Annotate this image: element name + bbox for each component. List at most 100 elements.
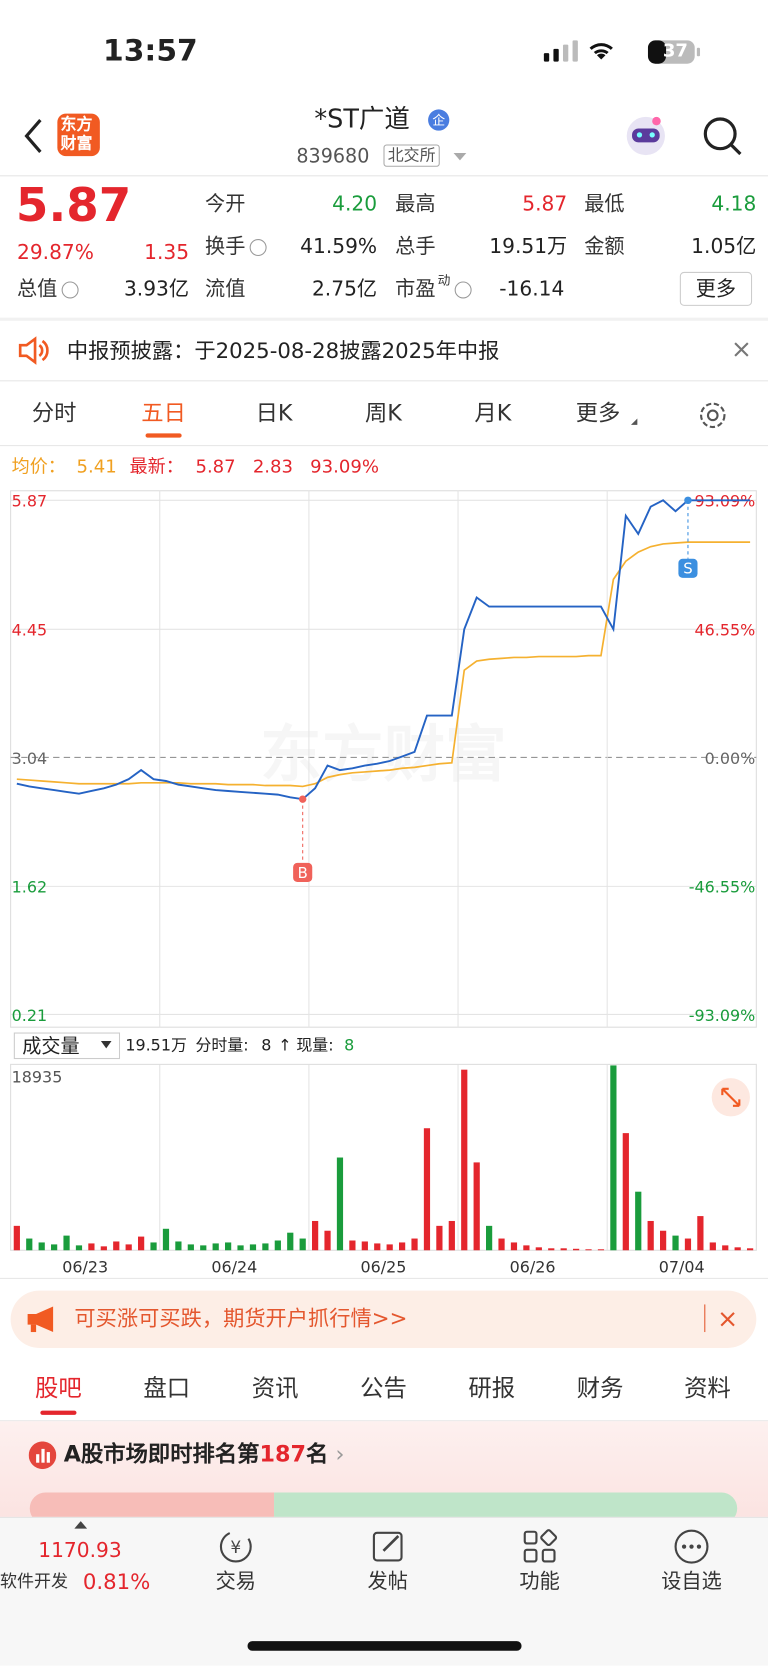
- volume-bar: [659, 1230, 667, 1251]
- volume-bar: [88, 1243, 95, 1251]
- search[interactable]: [701, 115, 743, 157]
- ad-text[interactable]: 可买涨可买跌，期货开户抓行情>>: [74, 1305, 408, 1331]
- logo-text: 东方: [60, 114, 93, 134]
- tab[interactable]: 分时: [31, 400, 77, 426]
- volume-bar: [212, 1243, 219, 1251]
- marker: [678, 558, 698, 578]
- divider: [0, 317, 768, 321]
- nav-icon[interactable]: [369, 1528, 407, 1566]
- settings[interactable]: [697, 399, 729, 431]
- volume-bar: [461, 1069, 468, 1251]
- index-pct[interactable]: 0.81%: [82, 1568, 151, 1595]
- volume-bar: [684, 1238, 692, 1251]
- volume-bar: [349, 1240, 356, 1251]
- nav-label[interactable]: 功能: [519, 1569, 560, 1594]
- info-icon: [454, 281, 472, 299]
- field-label: 总手: [395, 234, 436, 259]
- marker-label: S: [683, 560, 692, 578]
- last-change: 2.83: [252, 456, 294, 479]
- close[interactable]: [733, 341, 750, 358]
- tab[interactable]: 月K: [474, 400, 512, 426]
- index-sector[interactable]: 软件开发: [0, 1571, 68, 1592]
- field-label: 最高: [395, 192, 436, 216]
- volume-bar: [597, 1249, 605, 1251]
- status-icons: [543, 40, 701, 64]
- more-button[interactable]: 更多: [679, 271, 753, 306]
- volume-bar: [473, 1162, 480, 1251]
- battery: 37: [662, 40, 688, 62]
- change: 1.35: [144, 241, 190, 265]
- volume-bar: [113, 1241, 120, 1251]
- field-label: 换手: [205, 234, 246, 259]
- tab[interactable]: 日K: [255, 400, 293, 426]
- volume-bar: [63, 1235, 70, 1251]
- rank-prefix: A股市场即时排名第: [63, 1441, 260, 1467]
- field-value: 4.18: [711, 192, 757, 216]
- volume-bar: [299, 1238, 306, 1251]
- volume-bar: [75, 1245, 83, 1251]
- volume-bar: [448, 1220, 455, 1251]
- robot[interactable]: [622, 113, 669, 160]
- tab-underline: [145, 433, 182, 438]
- nav-icon[interactable]: ¥: [217, 1528, 255, 1566]
- close[interactable]: [719, 1311, 736, 1328]
- sub-tab[interactable]: 公告: [360, 1375, 407, 1403]
- speaker: [18, 336, 49, 365]
- last-label: 最新：: [129, 456, 184, 479]
- plot-border: [10, 490, 757, 1028]
- field-label: 金额: [584, 234, 625, 259]
- tab[interactable]: 五日: [141, 400, 186, 426]
- change-pct: 29.87%: [16, 241, 94, 265]
- info-icon: [249, 239, 267, 256]
- sub-tab[interactable]: 资料: [684, 1375, 731, 1403]
- volume-bar: [572, 1248, 580, 1251]
- index-value[interactable]: 1170.93: [38, 1539, 122, 1563]
- volume-bar: [734, 1247, 741, 1251]
- info-icon: [61, 281, 79, 299]
- arrow: ↑: [278, 1035, 292, 1055]
- volume-border: [10, 1063, 757, 1251]
- field-label: 今开: [205, 192, 246, 216]
- y2-tick-label: 46.55%: [695, 621, 756, 640]
- avg-line: [16, 541, 751, 788]
- volume-bar: [324, 1230, 331, 1251]
- field-sup: 动: [437, 272, 451, 288]
- tick-volume: 8: [261, 1035, 272, 1055]
- badge: 企: [428, 109, 450, 131]
- volume-bar: [225, 1242, 232, 1251]
- tab[interactable]: 周K: [364, 400, 402, 426]
- sub-tab[interactable]: 股吧: [35, 1375, 82, 1403]
- watermark: 东方财富: [260, 718, 506, 790]
- nav-icon[interactable]: [520, 1528, 558, 1566]
- sub-tab[interactable]: 盘口: [143, 1375, 191, 1403]
- nav-icon[interactable]: [672, 1528, 710, 1566]
- volume-total: 19.51万: [125, 1035, 187, 1055]
- volume-bar: [722, 1245, 729, 1251]
- volume-bar: [150, 1242, 157, 1251]
- tab[interactable]: 更多: [575, 400, 621, 426]
- back[interactable]: [21, 117, 46, 155]
- nav-label[interactable]: 设自选: [661, 1569, 722, 1594]
- sub-tab[interactable]: 资讯: [251, 1375, 299, 1403]
- field-value: 1.05亿: [691, 234, 757, 259]
- field-label: 总值: [16, 277, 58, 301]
- nav-label[interactable]: 交易: [215, 1569, 256, 1594]
- volume-bar: [26, 1238, 33, 1251]
- now-volume-label: 现量:: [296, 1035, 334, 1055]
- sub-tab[interactable]: 研报: [468, 1375, 516, 1403]
- ad-banner[interactable]: [10, 1290, 757, 1348]
- volume-bar: [486, 1225, 493, 1251]
- volume-bar: [622, 1133, 629, 1251]
- bottom-bar: [0, 1516, 768, 1666]
- field-label: 流值: [205, 277, 246, 301]
- now-volume: 8: [344, 1035, 355, 1055]
- home-indicator: [247, 1641, 522, 1651]
- divider: [0, 175, 768, 177]
- volume-bar: [162, 1228, 170, 1251]
- volume-bar: [274, 1240, 281, 1251]
- volume-selector[interactable]: 成交量: [13, 1032, 121, 1060]
- volume-bar: [287, 1232, 294, 1251]
- sub-tab[interactable]: 财务: [576, 1375, 624, 1403]
- nav-label[interactable]: 发帖: [367, 1569, 408, 1594]
